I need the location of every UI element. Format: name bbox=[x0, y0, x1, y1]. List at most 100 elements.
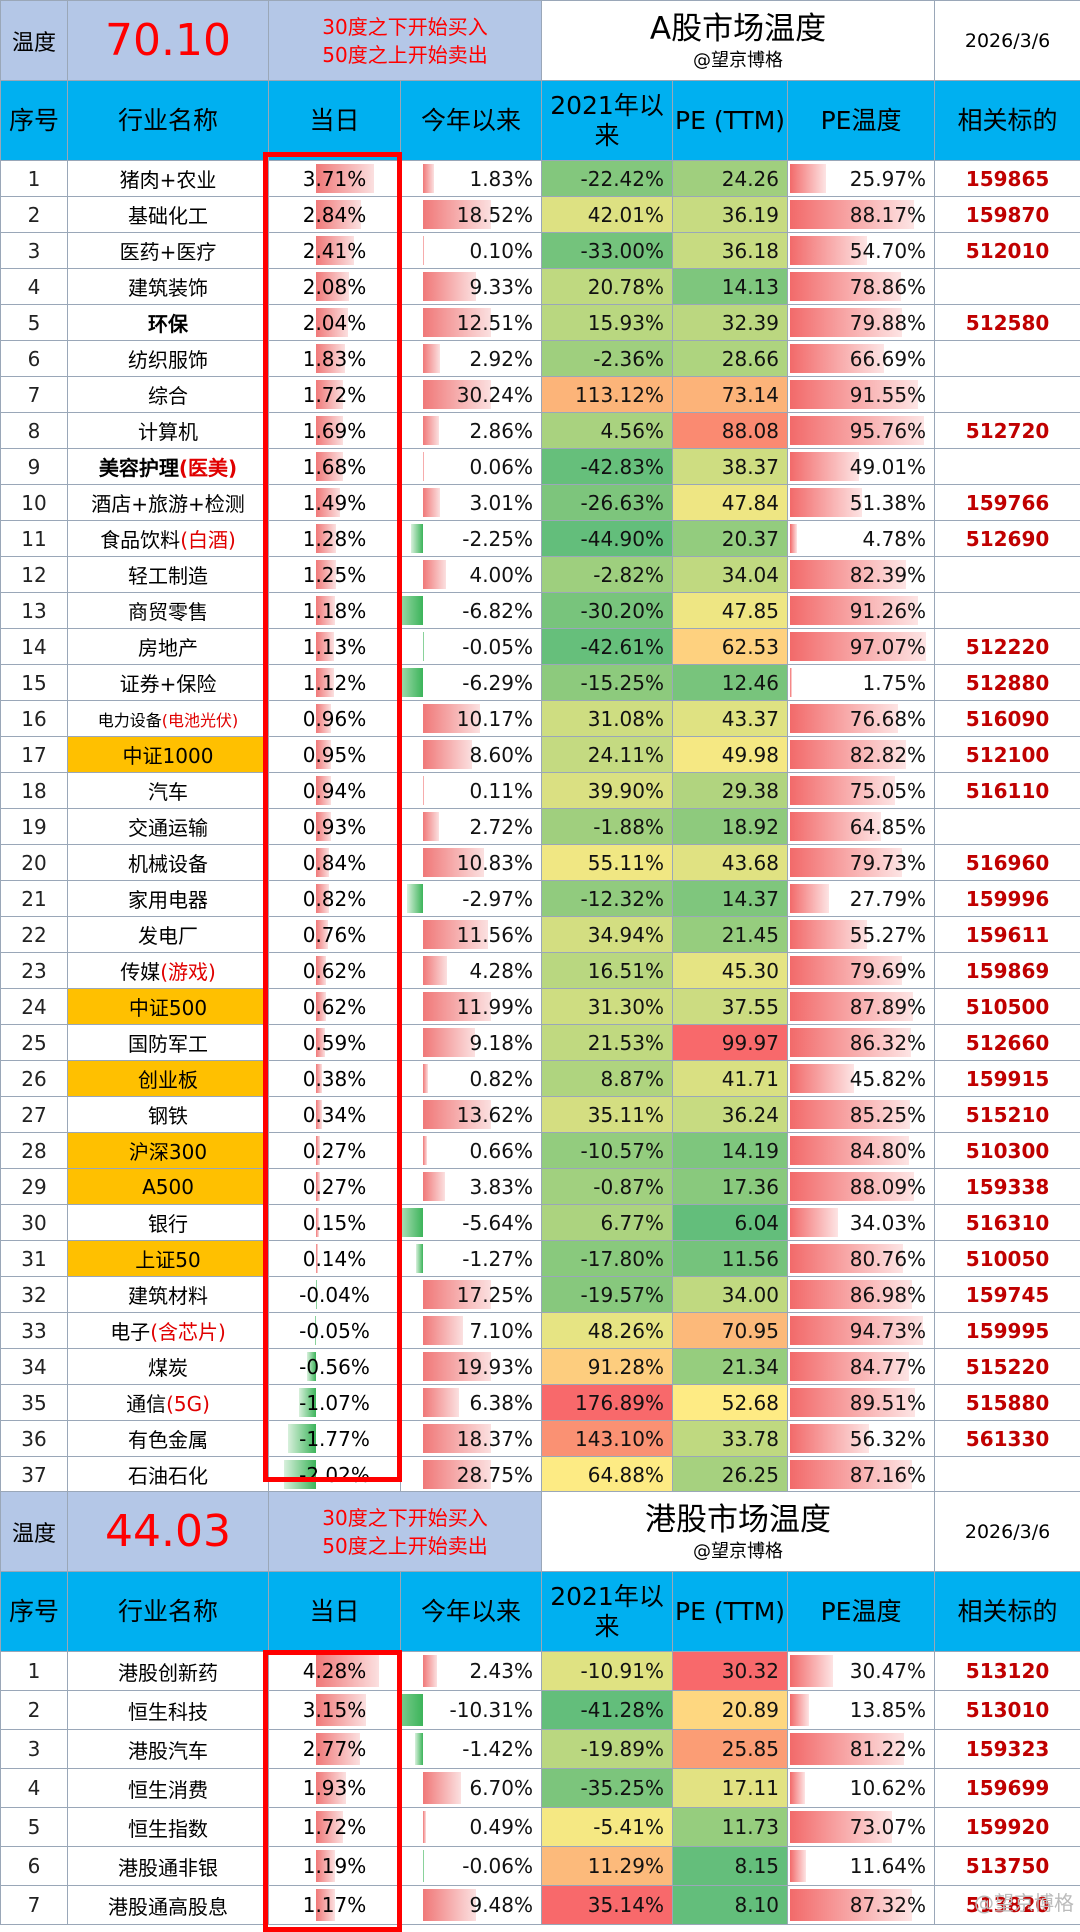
row-index-text: 37 bbox=[21, 1463, 46, 1487]
negative-bar bbox=[411, 524, 424, 553]
pe-temperature-text: 84.80% bbox=[850, 1139, 926, 1163]
pe-temperature-text: 51.38% bbox=[850, 491, 926, 515]
ytd-change: 0.11% bbox=[401, 773, 542, 809]
pe-temperature-text: 78.86% bbox=[850, 275, 926, 299]
pe-temperature: 76.68% bbox=[788, 701, 935, 737]
ytd-change-text: -0.06% bbox=[462, 1854, 533, 1878]
since-2021-change-text: 34.94% bbox=[588, 923, 664, 947]
since-2021-change-text: 31.30% bbox=[588, 995, 664, 1019]
pe-temperature: 66.69% bbox=[788, 341, 935, 377]
related-fund-code: 515880 bbox=[935, 1385, 1080, 1421]
positive-bar bbox=[423, 812, 438, 841]
pe-temperature-bar bbox=[790, 668, 792, 697]
sector-name: 港股汽车 bbox=[68, 1730, 269, 1769]
ytd-change: 9.33% bbox=[401, 269, 542, 305]
row-index-text: 27 bbox=[21, 1103, 46, 1127]
related-fund-code: 159996 bbox=[935, 881, 1080, 917]
row-index-text: 28 bbox=[21, 1139, 46, 1163]
hk-share-temperature-table: 温度 44.03 30度之下开始买入 50度之上开始卖出 港股市场温度 @望京博… bbox=[0, 1491, 1080, 1925]
pe-temperature: 27.79% bbox=[788, 881, 935, 917]
pe-temperature-text: 94.73% bbox=[850, 1319, 926, 1343]
today-change-text: 1.12% bbox=[303, 671, 367, 695]
sector-name-text: 通信 bbox=[126, 1392, 166, 1416]
sector-name: 房地产 bbox=[68, 629, 269, 665]
related-fund-code: 512690 bbox=[935, 521, 1080, 557]
sector-name-text: 有色金属 bbox=[128, 1428, 208, 1452]
today-change-text: 0.62% bbox=[303, 995, 367, 1019]
sector-name-text: 港股创新药 bbox=[118, 1661, 218, 1685]
sector-name-text: 恒生消费 bbox=[128, 1778, 208, 1802]
related-fund-code: 159915 bbox=[935, 1061, 1080, 1097]
related-fund-code-text: 159865 bbox=[966, 167, 1050, 191]
pe-ttm-text: 43.37 bbox=[722, 707, 779, 731]
today-change-text: 1.13% bbox=[303, 635, 367, 659]
related-fund-code-text: 159338 bbox=[966, 1175, 1050, 1199]
today-change-text: 0.34% bbox=[303, 1103, 367, 1127]
row-index-text: 9 bbox=[28, 455, 41, 479]
today-change-text: 0.76% bbox=[303, 923, 367, 947]
since-2021-change: -19.57% bbox=[542, 1277, 673, 1313]
pe-temperature-bar bbox=[790, 164, 826, 193]
row-index-text: 23 bbox=[21, 959, 46, 983]
today-change-text: 2.41% bbox=[303, 239, 367, 263]
today-change-text: -0.56% bbox=[299, 1355, 370, 1379]
pe-temperature: 55.27% bbox=[788, 917, 935, 953]
pe-temperature: 89.51% bbox=[788, 1385, 935, 1421]
related-fund-code-text: 512580 bbox=[966, 311, 1050, 335]
pe-temperature-text: 4.78% bbox=[863, 527, 927, 551]
pe-temperature-text: 82.82% bbox=[850, 743, 926, 767]
sector-name: 美容护理(医美) bbox=[68, 449, 269, 485]
related-fund-code: 159865 bbox=[935, 161, 1080, 197]
pe-ttm: 52.68 bbox=[673, 1385, 788, 1421]
pe-ttm: 36.18 bbox=[673, 233, 788, 269]
pe-ttm-text: 33.78 bbox=[722, 1427, 779, 1451]
row-index: 27 bbox=[1, 1097, 68, 1133]
row-index: 8 bbox=[1, 413, 68, 449]
today-change: 2.41% bbox=[269, 233, 401, 269]
ytd-change-text: -2.25% bbox=[462, 527, 533, 551]
ytd-change-text: 0.10% bbox=[469, 239, 533, 263]
since-2021-change-text: -42.83% bbox=[581, 455, 664, 479]
related-fund-code: 513120 bbox=[935, 1652, 1080, 1691]
related-fund-code: 516310 bbox=[935, 1205, 1080, 1241]
pe-ttm: 33.78 bbox=[673, 1421, 788, 1457]
sector-name: 电力设备(电池光伏) bbox=[68, 701, 269, 737]
sector-name: 沪深300 bbox=[68, 1133, 269, 1169]
ytd-change: 6.70% bbox=[401, 1769, 542, 1808]
row-index: 9 bbox=[1, 449, 68, 485]
since-2021-change: -17.80% bbox=[542, 1241, 673, 1277]
ytd-change-text: 8.60% bbox=[469, 743, 533, 767]
related-fund-code: 516960 bbox=[935, 845, 1080, 881]
related-fund-code-text: 510300 bbox=[966, 1139, 1050, 1163]
today-change: 2.77% bbox=[269, 1730, 401, 1769]
related-fund-code-text: 512660 bbox=[966, 1031, 1050, 1055]
related-fund-code-text: 159323 bbox=[966, 1737, 1050, 1761]
sector-name-text: 电力设备 bbox=[98, 711, 162, 730]
pe-ttm-text: 70.95 bbox=[722, 1319, 779, 1343]
today-change-text: 0.96% bbox=[303, 707, 367, 731]
today-change: 0.27% bbox=[269, 1169, 401, 1205]
today-change: 2.08% bbox=[269, 269, 401, 305]
pe-ttm-text: 47.84 bbox=[722, 491, 779, 515]
related-fund-code-text: 515880 bbox=[966, 1391, 1050, 1415]
today-change-text: -1.07% bbox=[299, 1391, 370, 1415]
ytd-change-text: 10.17% bbox=[457, 707, 533, 731]
related-fund-code: 510300 bbox=[935, 1133, 1080, 1169]
related-fund-code: 516090 bbox=[935, 701, 1080, 737]
related-fund-code-text: 159699 bbox=[966, 1776, 1050, 1800]
sector-name: 钢铁 bbox=[68, 1097, 269, 1133]
since-2021-change: 31.08% bbox=[542, 701, 673, 737]
since-2021-change-text: 16.51% bbox=[588, 959, 664, 983]
ytd-change-text: 0.82% bbox=[469, 1067, 533, 1091]
sell-rule: 50度之上开始卖出 bbox=[322, 1534, 487, 1558]
ytd-change-text: -5.64% bbox=[462, 1211, 533, 1235]
row-index-text: 6 bbox=[28, 1854, 41, 1878]
since-2021-change-text: -10.57% bbox=[581, 1139, 664, 1163]
pe-ttm-text: 36.19 bbox=[722, 203, 779, 227]
since-2021-change: 16.51% bbox=[542, 953, 673, 989]
since-2021-change: -44.90% bbox=[542, 521, 673, 557]
pe-temperature: 30.47% bbox=[788, 1652, 935, 1691]
since-2021-change: -41.28% bbox=[542, 1691, 673, 1730]
pe-ttm: 29.38 bbox=[673, 773, 788, 809]
